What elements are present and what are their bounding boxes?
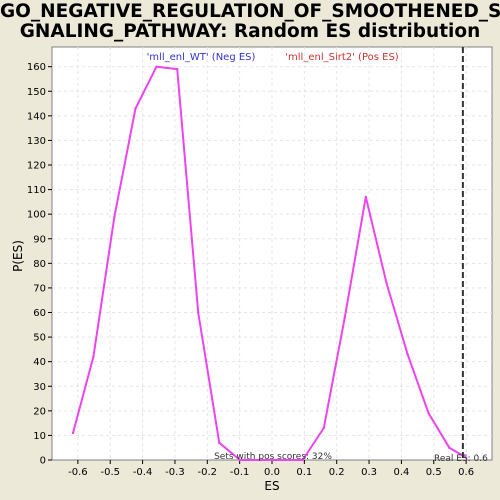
x-tick-label: 0.0 [264,467,280,478]
x-tick-label: -0.6 [68,467,88,478]
y-axis-ticks: 0 10 20 30 40 50 60 70 80 90 100 110 120 130 140 150 160 [27,62,52,467]
legend-neg: 'mll_enl_WT' (Neg ES) [147,52,256,63]
series-point [343,316,346,319]
series-point [176,67,179,71]
y-tick-label: 40 [33,357,46,368]
x-tick-label: 0.1 [296,467,312,478]
x-tick-label: 0.3 [361,467,377,478]
series-point [259,458,263,462]
series-point [238,458,242,462]
x-tick-label: 0.2 [329,467,345,478]
y-tick-label: 110 [27,185,46,196]
y-tick-label: 10 [33,431,46,442]
y-tick-label: 0 [40,456,46,467]
chart-title: GO_NEGATIVE_REGULATION_OF_SMOOTHENED_SI … [0,2,500,42]
x-tick-label: 0.6 [458,467,474,478]
y-tick-label: 70 [33,283,46,294]
y-tick-label: 50 [33,333,46,344]
x-tick-label: -0.4 [133,467,153,478]
series-point [155,65,158,68]
grid-lines [52,47,492,460]
y-tick-label: 140 [27,111,46,122]
chart-title-line1: GO_NEGATIVE_REGULATION_OF_SMOOTHENED_SI [0,1,500,22]
series-point [113,215,116,218]
real-es-annotation: Real ES: 0.6 [434,454,488,464]
legend-pos: 'mll_enl_Sirt2' (Pos ES) [285,52,399,63]
y-tick-label: 90 [33,234,46,245]
series-point [322,426,325,430]
series-point [448,446,451,449]
y-tick-label: 100 [27,210,46,221]
series-point [406,353,409,356]
y-tick-label: 120 [27,161,46,172]
y-tick-label: 20 [33,406,46,417]
x-axis-ticks: -0.6 -0.5 -0.4 -0.3 -0.2 -0.1 0.0 0.1 0.2 0.3 0.4 0… [68,460,474,478]
y-tick-label: 150 [27,87,46,98]
series-point [218,441,221,444]
series-point [364,195,368,199]
series-point [71,431,75,435]
y-tick-label: 60 [33,308,46,319]
series-point [464,456,468,459]
y-tick-label: 80 [33,259,46,270]
chart-title-line2: GNALING_PATHWAY: Random ES distribution [19,21,481,42]
x-axis-label: ES [264,479,279,493]
x-tick-label: -0.5 [100,467,120,478]
series-point [280,458,284,462]
series-layer [71,65,468,462]
series-point [385,281,388,285]
series-point [92,355,95,358]
y-tick-label: 130 [27,136,46,147]
y-axis-label: P(ES) [11,240,25,272]
x-tick-label: 0.5 [426,467,442,478]
x-tick-label: -0.3 [165,467,185,478]
y-tick-label: 30 [33,382,46,393]
series-point [134,107,137,110]
series-point [427,412,430,415]
y-tick-label: 160 [27,62,46,73]
series-line [72,65,467,461]
pos-scores-annotation: Sets with pos scores: 32% [214,452,332,462]
x-tick-label: -0.2 [198,467,218,478]
series-point [301,458,304,462]
x-tick-label: 0.4 [393,467,409,478]
series-point [197,311,200,314]
x-tick-label: -0.1 [230,467,250,478]
